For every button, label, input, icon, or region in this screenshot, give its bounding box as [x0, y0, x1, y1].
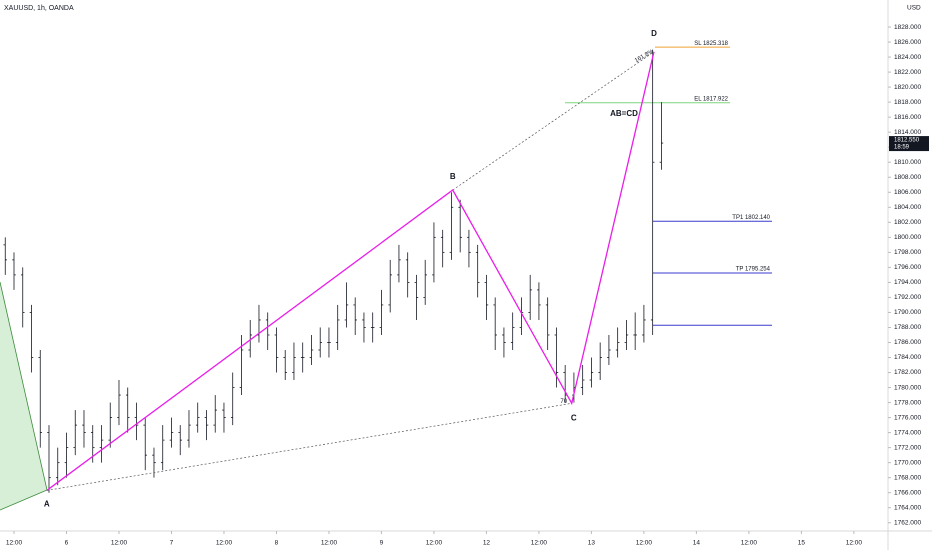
- x-tick-label: 12:00: [531, 540, 548, 547]
- pattern-guide: [452, 51, 655, 191]
- pattern-point-label: A: [44, 500, 50, 509]
- last-price-box: [889, 136, 929, 152]
- last-price-label: 1812.550: [894, 138, 920, 144]
- y-tick-label: 1798.000: [894, 249, 921, 256]
- drawing-fill: [0, 282, 47, 510]
- y-tick-label: 1766.000: [894, 489, 921, 496]
- price-level-label: SL 1825.318: [694, 41, 728, 47]
- x-tick-label: 7: [170, 540, 174, 547]
- y-tick-label: 1780.000: [894, 384, 921, 391]
- y-tick-label: 1806.000: [894, 189, 921, 196]
- y-tick-label: 1786.000: [894, 339, 921, 346]
- x-tick-label: 9: [380, 540, 384, 547]
- y-tick-label: 1768.000: [894, 474, 921, 481]
- y-tick-label: 1802.000: [894, 219, 921, 226]
- y-tick-label: 1822.000: [894, 69, 921, 76]
- y-tick-label: 1784.000: [894, 354, 921, 361]
- y-tick-label: 1810.000: [894, 159, 921, 166]
- y-tick-label: 1774.000: [894, 429, 921, 436]
- x-tick-label: 12:00: [216, 540, 233, 547]
- y-tick-label: 1778.000: [894, 399, 921, 406]
- price-level-label: TP1 1802.140: [732, 215, 770, 221]
- pattern-guide: [46, 402, 572, 491]
- y-tick-label: 1816.000: [894, 114, 921, 121]
- x-tick-label: 13: [588, 540, 596, 547]
- y-tick-label: 1826.000: [894, 39, 921, 46]
- y-tick-label: 1794.000: [894, 279, 921, 286]
- x-tick-label: 15: [798, 540, 806, 547]
- y-tick-label: 1792.000: [894, 294, 921, 301]
- y-tick-label: 1782.000: [894, 369, 921, 376]
- x-tick-label: 14: [693, 540, 701, 547]
- y-tick-label: 1764.000: [894, 504, 921, 511]
- pattern-label: AB=CD: [610, 109, 638, 118]
- y-tick-label: 1824.000: [894, 54, 921, 61]
- price-level-label: EL 1817.922: [694, 96, 728, 102]
- y-tick-label: 1820.000: [894, 84, 921, 91]
- y-tick-label: 1788.000: [894, 324, 921, 331]
- pattern-line: [46, 51, 655, 491]
- currency: USD: [907, 5, 921, 12]
- chart-title: XAUUSD, 1h, OANDA: [4, 5, 74, 12]
- x-tick-label: 8: [275, 540, 279, 547]
- ratio-label: 70: [560, 399, 567, 405]
- price-level-label: TP 1795.254: [736, 267, 771, 273]
- pattern-point-label: C: [571, 413, 577, 422]
- y-tick-label: 1790.000: [894, 309, 921, 316]
- x-tick-label: 12:00: [6, 540, 23, 547]
- y-tick-label: 1796.000: [894, 264, 921, 271]
- pattern-point-label: D: [651, 29, 657, 38]
- y-tick-label: 1818.000: [894, 99, 921, 106]
- x-tick-label: 12: [483, 540, 491, 547]
- x-tick-label: 12:00: [111, 540, 128, 547]
- x-tick-label: 12:00: [636, 540, 653, 547]
- x-tick-label: 12:00: [426, 540, 443, 547]
- y-tick-label: 1808.000: [894, 174, 921, 181]
- drawing-edge: [0, 489, 48, 511]
- pattern-point-label: B: [450, 172, 456, 181]
- y-tick-label: 1800.000: [894, 234, 921, 241]
- x-tick-label: 6: [65, 540, 69, 547]
- x-tick-label: 12:00: [321, 540, 338, 547]
- x-tick-label: 12:00: [741, 540, 758, 547]
- x-tick-label: 12:00: [846, 540, 863, 547]
- drawing-edge: [0, 281, 48, 491]
- y-tick-label: 1762.000: [894, 519, 921, 526]
- y-tick-label: 1814.000: [894, 129, 921, 136]
- y-tick-label: 1828.000: [894, 24, 921, 31]
- countdown-label: 18:59: [894, 145, 910, 151]
- y-tick-label: 1776.000: [894, 414, 921, 421]
- y-tick-label: 1804.000: [894, 204, 921, 211]
- y-tick-label: 1770.000: [894, 459, 921, 466]
- y-tick-label: 1772.000: [894, 444, 921, 451]
